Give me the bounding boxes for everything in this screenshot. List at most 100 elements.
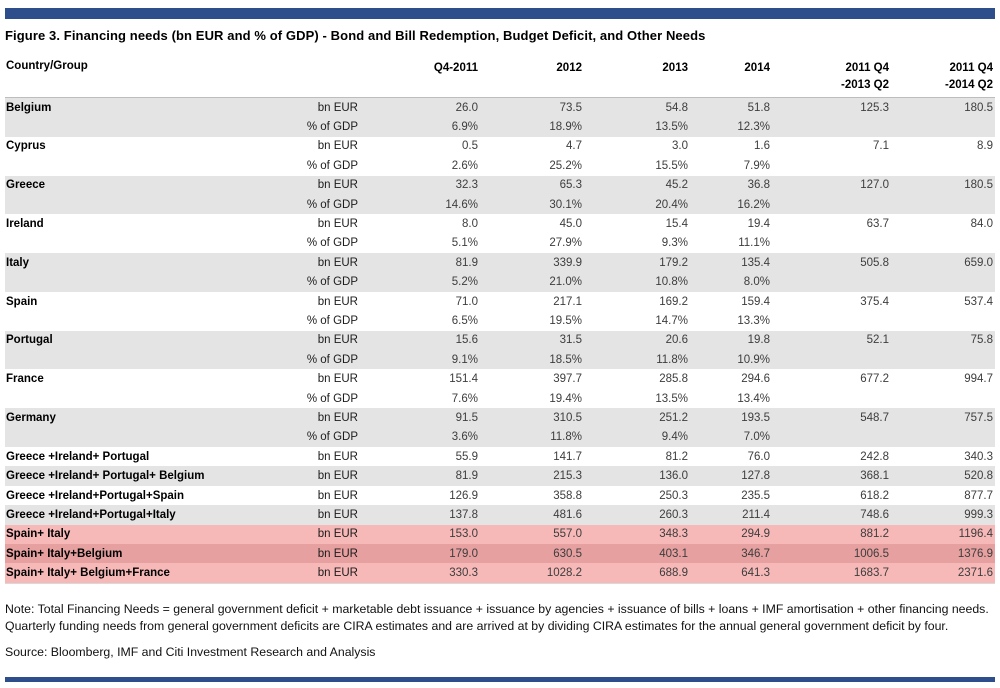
value-cell: 126.9 xyxy=(360,485,480,506)
unit-label: bn EUR xyxy=(300,175,360,195)
value-cell: 135.4 xyxy=(690,253,772,273)
country-label: Germany xyxy=(5,408,300,428)
value-cell: 10.9% xyxy=(690,350,772,370)
table-row: Greece bn EUR 32.3 65.3 45.2 36.8 127.0 180.5 xyxy=(5,175,995,195)
value-cell: 51.8 xyxy=(690,97,772,118)
country-label xyxy=(5,194,300,215)
country-label: Spain+ Italy+Belgium xyxy=(5,543,300,564)
country-label: Portugal xyxy=(5,330,300,351)
value-cell xyxy=(772,117,891,137)
value-cell: 7.1 xyxy=(772,136,891,157)
value-cell xyxy=(891,117,995,137)
unit-label: bn EUR xyxy=(300,369,360,389)
header-line: 2011 Q4 xyxy=(949,62,993,74)
value-cell: 6.9% xyxy=(360,117,480,137)
value-cell: 211.4 xyxy=(690,505,772,525)
value-cell: 179.2 xyxy=(584,253,690,273)
value-cell: 6.5% xyxy=(360,311,480,331)
unit-label: % of GDP xyxy=(300,233,360,254)
value-cell: 260.3 xyxy=(584,505,690,525)
value-cell: 31.5 xyxy=(480,330,584,351)
value-cell: 294.6 xyxy=(690,369,772,389)
table-row: Greece +Ireland+ Portugal+ Belgium bn EUR… xyxy=(5,466,995,486)
value-cell: 16.2% xyxy=(690,194,772,215)
source-text: Source: Bloomberg, IMF and Citi Investme… xyxy=(5,644,376,659)
value-cell: 10.8% xyxy=(584,272,690,292)
unit-label: % of GDP xyxy=(300,388,360,409)
value-cell: 136.0 xyxy=(584,466,690,486)
table-row: Greece +Ireland+Portugal+Spain bn EUR 126.… xyxy=(5,485,995,506)
country-label: Spain xyxy=(5,291,300,312)
value-cell: 14.7% xyxy=(584,311,690,331)
value-cell: 81.9 xyxy=(360,253,480,273)
value-cell: 346.7 xyxy=(690,543,772,564)
value-cell xyxy=(772,156,891,176)
header-row: Country/Group Q4-2011 2012 2013 2014 201… xyxy=(5,58,995,98)
value-cell: 11.1% xyxy=(690,233,772,254)
value-cell: 18.9% xyxy=(480,117,584,137)
value-cell: 137.8 xyxy=(360,505,480,525)
value-cell: 630.5 xyxy=(480,543,584,564)
header-2011q4-2013q2: 2011 Q4 -2013 Q2 xyxy=(772,58,891,98)
top-divider-bar xyxy=(5,8,995,19)
value-cell: 250.3 xyxy=(584,485,690,506)
unit-label: bn EUR xyxy=(300,563,360,584)
table-row: Portugal bn EUR 15.6 31.5 20.6 19.8 52.1 75.8 xyxy=(5,330,995,351)
table-row: % of GDP 5.2% 21.0% 10.8% 8.0% xyxy=(5,272,995,292)
value-cell: 881.2 xyxy=(772,524,891,544)
note-text: Note: Total Financing Needs = general go… xyxy=(5,601,989,634)
table-row: Spain+ Italy+Belgium bn EUR 179.0 630.5 403.… xyxy=(5,543,995,564)
value-cell: 4.7 xyxy=(480,136,584,157)
bottom-divider-bar xyxy=(5,677,995,682)
table-row: % of GDP 6.5% 19.5% 14.7% 13.3% xyxy=(5,311,995,331)
value-cell: 11.8% xyxy=(480,427,584,448)
country-label: Greece +Ireland+ Portugal xyxy=(5,447,300,467)
table-row: Italy bn EUR 81.9 339.9 179.2 135.4 505.8 659.0 xyxy=(5,253,995,273)
value-cell: 375.4 xyxy=(772,291,891,312)
value-cell: 641.3 xyxy=(690,563,772,584)
country-label xyxy=(5,233,300,254)
value-cell: 5.2% xyxy=(360,272,480,292)
country-label xyxy=(5,156,300,176)
value-cell: 11.8% xyxy=(584,350,690,370)
value-cell: 127.0 xyxy=(772,175,891,195)
value-cell xyxy=(891,427,995,448)
country-label: Greece +Ireland+Portugal+Spain xyxy=(5,485,300,506)
value-cell: 13.4% xyxy=(690,388,772,409)
value-cell: 9.1% xyxy=(360,350,480,370)
unit-label: % of GDP xyxy=(300,311,360,331)
value-cell xyxy=(772,194,891,215)
table-row: Belgium bn EUR 26.0 73.5 54.8 51.8 125.3 180.5 xyxy=(5,97,995,118)
country-label: Spain+ Italy xyxy=(5,524,300,544)
value-cell: 25.2% xyxy=(480,156,584,176)
value-cell: 19.5% xyxy=(480,311,584,331)
value-cell: 2371.6 xyxy=(891,563,995,584)
value-cell xyxy=(891,156,995,176)
value-cell: 994.7 xyxy=(891,369,995,389)
header-line: -2014 Q2 xyxy=(945,79,993,91)
value-cell: 9.3% xyxy=(584,233,690,254)
country-label: France xyxy=(5,369,300,389)
value-cell: 0.5 xyxy=(360,136,480,157)
value-cell: 7.9% xyxy=(690,156,772,176)
value-cell: 151.4 xyxy=(360,369,480,389)
value-cell: 193.5 xyxy=(690,408,772,428)
value-cell: 368.1 xyxy=(772,466,891,486)
header-unit-spacer xyxy=(300,58,360,98)
unit-label: % of GDP xyxy=(300,156,360,176)
value-cell: 1028.2 xyxy=(480,563,584,584)
header-2013: 2013 xyxy=(584,58,690,98)
country-label: Italy xyxy=(5,253,300,273)
value-cell: 54.8 xyxy=(584,97,690,118)
value-cell: 13.3% xyxy=(690,311,772,331)
value-cell: 81.2 xyxy=(584,447,690,467)
value-cell xyxy=(891,350,995,370)
unit-label: % of GDP xyxy=(300,427,360,448)
value-cell: 21.0% xyxy=(480,272,584,292)
unit-label: bn EUR xyxy=(300,524,360,544)
unit-label: bn EUR xyxy=(300,466,360,486)
table-row: % of GDP 6.9% 18.9% 13.5% 12.3% xyxy=(5,117,995,137)
value-cell: 310.5 xyxy=(480,408,584,428)
unit-label: bn EUR xyxy=(300,543,360,564)
